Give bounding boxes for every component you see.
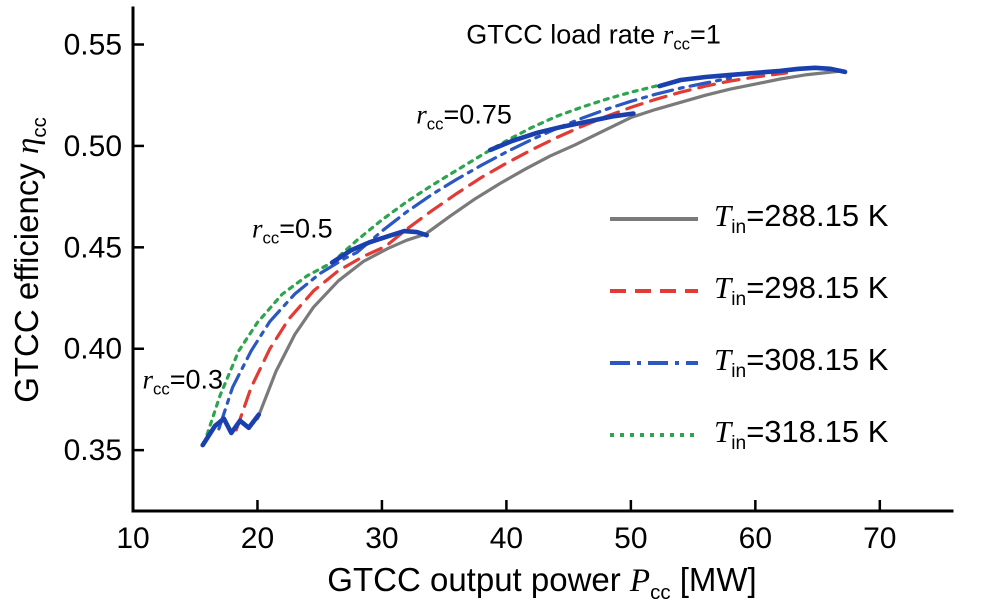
- svg-text:50: 50: [614, 522, 647, 555]
- svg-text:40: 40: [490, 522, 523, 555]
- annotation-load-rate-1: GTCC load rate rcc=1: [466, 19, 721, 55]
- svg-text:30: 30: [365, 522, 398, 555]
- axes: [131, 6, 954, 513]
- load-rate-segment-r-1: [657, 65, 848, 89]
- curve-tin-308: [217, 76, 732, 431]
- svg-text:70: 70: [863, 522, 896, 555]
- svg-text:0.50: 0.50: [64, 130, 122, 163]
- load-rate-segment-r-0-3: [200, 412, 261, 448]
- load-rate-segment-r-0-75: [487, 111, 636, 153]
- tick-marks: [131, 43, 882, 511]
- legend-item-308: Tin=308.15 K: [608, 327, 888, 399]
- legend-label-298: Tin=298.15 K: [714, 270, 889, 311]
- legend-label-318: Tin=318.15 K: [714, 414, 889, 455]
- legend-line-318-icon: [610, 433, 698, 437]
- y-axis-label: GTCC efficiency ηcc: [8, 117, 51, 403]
- svg-text:10: 10: [116, 522, 149, 555]
- p-symbol: P: [629, 563, 651, 600]
- x-axis-label: GTCC output power Pcc [MW]: [327, 561, 757, 604]
- curve-tin-288: [255, 69, 845, 421]
- annotation-load-rate-075: rcc=0.75: [416, 98, 512, 134]
- svg-text:0.55: 0.55: [64, 29, 122, 62]
- svg-text:0.45: 0.45: [64, 231, 122, 264]
- eta-symbol: η: [10, 137, 47, 155]
- svg-text:60: 60: [739, 522, 772, 555]
- curve-tin-298: [234, 71, 789, 432]
- legend-label-288: Tin=288.15 K: [714, 198, 889, 239]
- legend-line-298-icon: [610, 289, 698, 293]
- legend: Tin=288.15 K Tin=298.15 K Tin=308.15 K T…: [608, 183, 888, 471]
- x-tick-labels: 10 20 30 40 50 60 70: [116, 522, 896, 555]
- y-tick-labels: 0.35 0.40 0.45 0.50 0.55: [64, 29, 122, 468]
- svg-text:20: 20: [241, 522, 274, 555]
- legend-item-298: Tin=298.15 K: [608, 255, 888, 327]
- load-rate-segment-r-0-5: [329, 228, 429, 265]
- legend-label-308: Tin=308.15 K: [714, 342, 889, 383]
- curve-tin-318: [202, 79, 683, 446]
- legend-line-308-icon: [610, 361, 698, 365]
- annotation-load-rate-03: rcc=0.3: [142, 364, 224, 399]
- legend-item-288: Tin=288.15 K: [608, 183, 888, 255]
- annotation-load-rate-05: rcc=0.5: [252, 213, 333, 248]
- svg-text:0.40: 0.40: [64, 333, 122, 366]
- legend-item-318: Tin=318.15 K: [608, 399, 888, 471]
- legend-line-288-icon: [610, 217, 698, 221]
- svg-text:0.35: 0.35: [64, 434, 122, 467]
